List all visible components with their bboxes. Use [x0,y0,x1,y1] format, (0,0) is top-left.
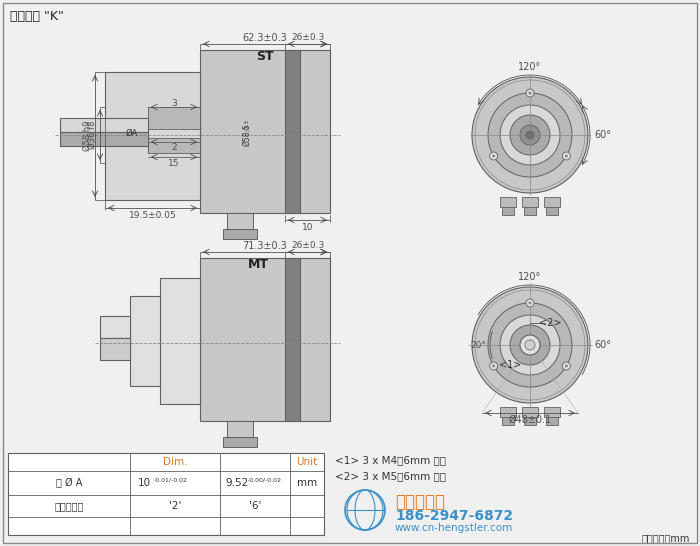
Circle shape [492,365,495,367]
Text: <1>: <1> [499,360,522,370]
Text: 19.5±0.05: 19.5±0.05 [129,211,176,219]
Text: Unit: Unit [296,457,318,467]
Text: Dim.: Dim. [162,457,188,467]
FancyBboxPatch shape [500,197,516,207]
Circle shape [472,287,588,403]
Bar [200,50,330,213]
Bar [100,338,130,360]
Circle shape [562,362,570,370]
Bar [148,138,200,153]
Text: 62.3±0.3: 62.3±0.3 [243,33,288,43]
FancyBboxPatch shape [546,207,558,215]
Circle shape [526,89,534,97]
Text: 120°: 120° [519,62,542,72]
Text: 尺寸单位：mm: 尺寸单位：mm [642,533,690,543]
Text: 9.52: 9.52 [225,478,248,488]
FancyBboxPatch shape [544,197,560,207]
Text: 26±0.3: 26±0.3 [291,33,324,43]
Circle shape [526,131,534,139]
Circle shape [510,115,550,155]
Circle shape [565,155,568,157]
FancyBboxPatch shape [500,407,516,417]
Text: -0.3: -0.3 [244,119,249,131]
Circle shape [526,299,534,307]
Bar [130,296,160,386]
FancyBboxPatch shape [502,417,514,425]
Circle shape [565,365,568,367]
Circle shape [525,340,535,350]
Text: Ø58.5: Ø58.5 [242,123,251,146]
Text: 轴类型代码: 轴类型代码 [55,501,84,511]
Text: '6': '6' [248,501,261,511]
Bar [160,278,200,404]
Circle shape [500,105,560,165]
Text: 夹紧法兰 "K": 夹紧法兰 "K" [10,9,64,22]
Text: www.cn-hengstler.com: www.cn-hengstler.com [395,523,513,533]
Text: -0.00/-0.02: -0.00/-0.02 [248,478,282,483]
FancyBboxPatch shape [524,207,536,215]
Text: 10: 10 [302,223,314,232]
Text: 60°: 60° [594,340,612,350]
Bar [285,50,300,213]
Bar [8,453,324,535]
FancyBboxPatch shape [502,207,514,215]
Bar [105,72,200,200]
FancyBboxPatch shape [522,197,538,207]
Text: 71.3±0.3: 71.3±0.3 [243,241,288,251]
Circle shape [500,315,560,375]
Text: 西安德伍拓: 西安德伍拓 [395,493,445,511]
Circle shape [510,325,550,365]
Text: Ø36 f8: Ø36 f8 [88,121,97,149]
Circle shape [562,152,570,160]
Bar [148,107,200,129]
Circle shape [489,362,498,370]
Text: ØA: ØA [126,128,138,138]
Bar [227,213,253,229]
Circle shape [492,155,495,157]
Text: Ø58 h9: Ø58 h9 [83,121,92,151]
Text: 10: 10 [138,478,151,488]
Circle shape [520,125,540,145]
Text: ST: ST [256,50,274,62]
Bar [60,118,148,132]
Text: 60°: 60° [594,130,612,140]
Circle shape [488,93,572,177]
Circle shape [528,92,531,94]
Text: 2: 2 [172,143,177,151]
Text: <2>: <2> [539,318,561,328]
Text: 3: 3 [171,98,177,108]
Text: <1> 3 x M4（6mm 深）: <1> 3 x M4（6mm 深） [335,455,446,465]
FancyBboxPatch shape [546,417,558,425]
Text: 15: 15 [168,158,180,168]
Text: mm: mm [297,478,317,488]
Text: 26±0.3: 26±0.3 [291,241,324,251]
Circle shape [528,301,531,305]
Bar [227,421,253,437]
Text: <2> 3 x M5（6mm 深）: <2> 3 x M5（6mm 深） [335,471,446,481]
Text: '2': '2' [169,501,181,511]
FancyBboxPatch shape [544,407,560,417]
Bar [100,316,130,338]
Circle shape [520,335,540,355]
Bar [60,132,148,146]
Text: -0.01/-0.02: -0.01/-0.02 [154,478,188,483]
Bar [223,437,257,447]
Text: 轴 Ø A: 轴 Ø A [56,478,82,488]
Bar [223,229,257,239]
Circle shape [488,303,572,387]
Text: 120°: 120° [519,272,542,282]
Circle shape [489,152,498,160]
Text: Ø48±0.1: Ø48±0.1 [508,415,552,425]
FancyBboxPatch shape [522,407,538,417]
Text: 186-2947-6872: 186-2947-6872 [395,509,513,523]
Text: 20°: 20° [470,341,486,349]
FancyBboxPatch shape [524,417,536,425]
Text: MT: MT [248,258,269,270]
Bar [285,258,300,421]
Circle shape [472,77,588,193]
Bar [200,258,330,421]
